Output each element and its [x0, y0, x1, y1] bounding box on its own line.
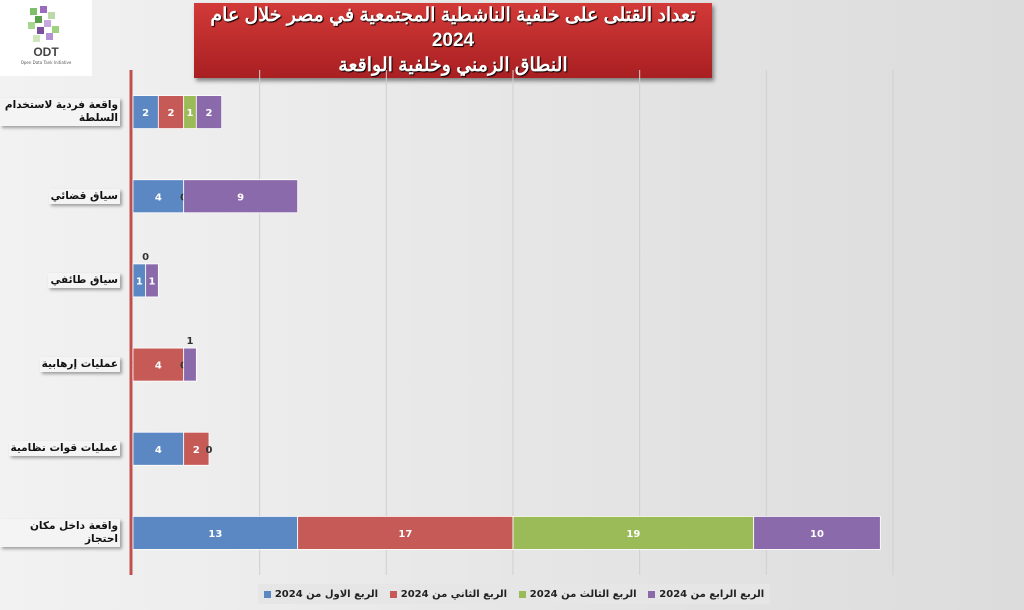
- legend-swatch: [518, 590, 526, 598]
- chart-title: تعداد القتلى على خلفية الناشطية المجتمعي…: [194, 3, 712, 78]
- legend: الربع الرابع من 2024 الربع الثالث من 2024…: [258, 584, 770, 604]
- bar-segment: [145, 263, 159, 298]
- data-label: 13: [208, 529, 222, 540]
- data-label: 9: [237, 192, 244, 203]
- bar-segment: [132, 347, 185, 382]
- bar-segment: [512, 516, 755, 550]
- data-label: 2: [168, 108, 175, 119]
- bar-segment: [132, 431, 185, 466]
- legend-swatch: [263, 590, 271, 598]
- chart-plot: 2212409101040142013171910: [129, 70, 894, 575]
- data-label: 2: [193, 445, 200, 456]
- category-label: عمليات إرهابية: [39, 357, 120, 373]
- legend-swatch: [389, 590, 397, 598]
- data-label: 19: [626, 529, 640, 540]
- category-label: عمليات قوات نظامية: [8, 441, 120, 457]
- logo: ODT Open Data Tank Initiative: [0, 0, 92, 76]
- legend-item: الربع الثاني من 2024: [389, 588, 508, 600]
- legend-label: الربع الثالث من 2024: [529, 588, 637, 600]
- bar-segment: [132, 516, 299, 550]
- bar-segment: [183, 347, 197, 382]
- legend-item: الربع الاول من 2024: [263, 588, 379, 600]
- bar-segment: [132, 95, 159, 129]
- legend-item: الربع الرابع من 2024: [648, 589, 764, 600]
- legend-label: الربع الثاني من 2024: [400, 588, 508, 600]
- category-label: واقعة داخل مكان احتجاز: [0, 518, 120, 547]
- data-label: 4: [155, 445, 162, 456]
- data-label: 2: [206, 108, 213, 119]
- data-label: 1: [149, 276, 156, 287]
- title-line-2: النطاق الزمني وخلفية الواقعة: [338, 55, 568, 76]
- data-label: 4: [155, 192, 162, 203]
- bar-segment: [183, 179, 299, 214]
- bar-segment: [297, 516, 514, 550]
- logo-text: ODT: [33, 45, 59, 59]
- category-label: سياق قضائي: [48, 188, 120, 204]
- data-label: 1: [187, 108, 194, 119]
- legend-swatch: [648, 590, 656, 598]
- logo-cubes-icon: [28, 6, 59, 42]
- bar-segment: [183, 431, 210, 466]
- bar-segment: [753, 516, 881, 550]
- legend-label: الربع الاول من 2024: [274, 588, 379, 600]
- data-label: 10: [810, 529, 824, 540]
- logo-subtitle: Open Data Tank Initiative: [20, 60, 72, 65]
- data-label: 1: [187, 336, 194, 347]
- category-label: سياق طائفي: [48, 272, 120, 288]
- legend-item: الربع الثالث من 2024: [518, 588, 637, 600]
- data-label: 0: [206, 445, 213, 456]
- data-label: 2: [142, 108, 149, 119]
- legend-label: الربع الرابع من 2024: [659, 588, 765, 600]
- data-label: 0: [142, 252, 149, 263]
- data-label: 1: [136, 276, 143, 287]
- data-label: 4: [155, 361, 162, 372]
- title-line-1: تعداد القتلى على خلفية الناشطية المجتمعي…: [210, 5, 696, 51]
- data-label: 17: [398, 529, 412, 540]
- category-label: واقعة فردية لاستخدام السلطة: [0, 98, 120, 127]
- bar-segment: [195, 95, 223, 129]
- bar-segment: [132, 179, 185, 214]
